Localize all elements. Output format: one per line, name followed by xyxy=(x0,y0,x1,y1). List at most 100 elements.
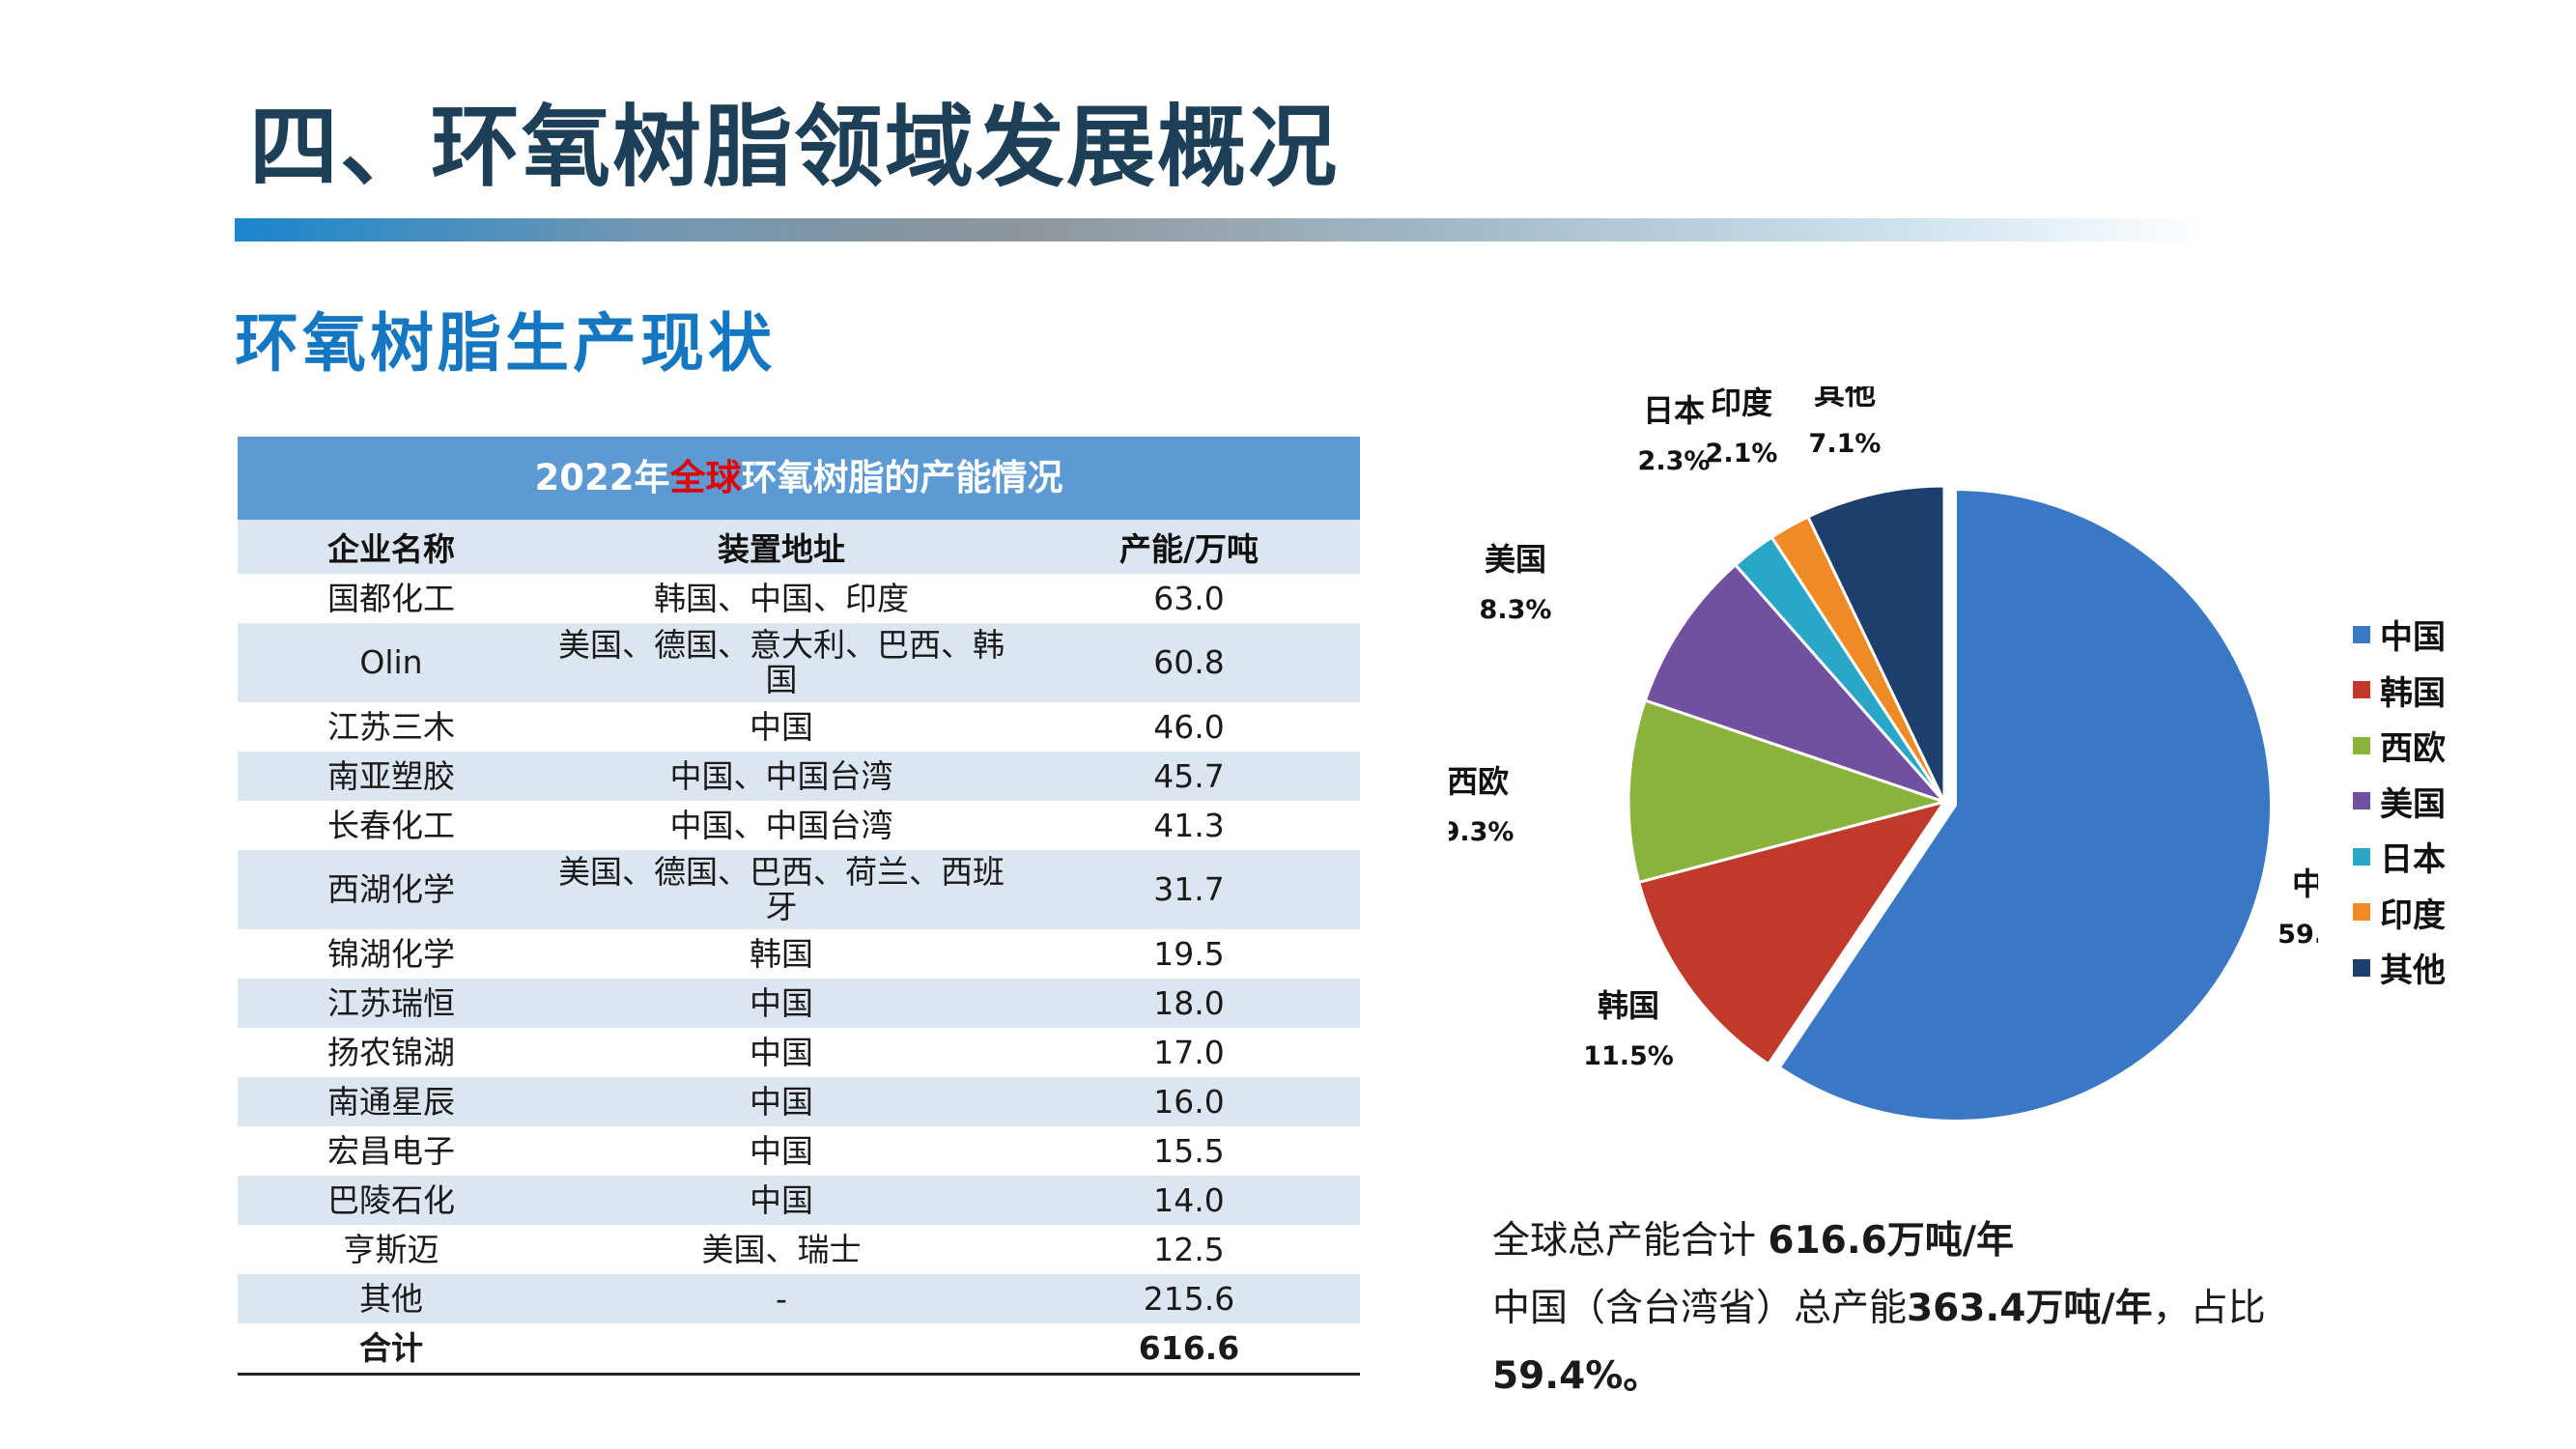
cell-company: 江苏瑞恒 xyxy=(238,979,545,1028)
legend-label: 中国 xyxy=(2380,618,2446,658)
cell-capacity: 19.5 xyxy=(1018,929,1360,979)
cell-location: 中国、中国台湾 xyxy=(545,752,1018,801)
capacity-table-grid: 企业名称 装置地址 产能/万吨 国都化工 韩国、中国、印度 63.0 Olin 美国、德… xyxy=(238,520,1360,1376)
cell-capacity: 31.7 xyxy=(1018,850,1360,929)
cell-location: 中国 xyxy=(545,1028,1018,1077)
cell-capacity: 215.6 xyxy=(1018,1274,1360,1323)
table-row: 扬农锦湖 中国 17.0 xyxy=(238,1028,1360,1077)
legend-swatch xyxy=(2353,681,2370,699)
table-row: 亨斯迈 美国、瑞士 12.5 xyxy=(238,1225,1360,1274)
slice-value-label: 7.1% xyxy=(1809,429,1882,459)
cell-location: 美国、德国、意大利、巴西、韩国 xyxy=(545,623,1018,702)
slice-category-label: 日本 xyxy=(1643,392,1705,429)
cell-capacity: 63.0 xyxy=(1018,574,1360,623)
legend-swatch xyxy=(2353,792,2370,810)
legend-item: 西欧 xyxy=(2353,718,2446,774)
cell-company: 江苏三木 xyxy=(238,702,545,752)
pie-slice-2 xyxy=(1636,799,1948,1066)
cell-capacity: 45.7 xyxy=(1018,752,1360,801)
cell-company: 其他 xyxy=(238,1274,545,1323)
total-label: 合计 xyxy=(238,1323,545,1376)
summary-china-label: 中国（含台湾省）总产能 xyxy=(1492,1287,1908,1330)
cell-location: 中国 xyxy=(545,1077,1018,1126)
slice-value-label: 2.1% xyxy=(1706,439,1778,469)
cell-company: 南通星辰 xyxy=(238,1077,545,1126)
legend-label: 韩国 xyxy=(2380,673,2446,713)
table-row: 锦湖化学 韩国 19.5 xyxy=(238,929,1360,979)
cell-company: 长春化工 xyxy=(238,801,545,850)
slice-category-label: 西欧 xyxy=(1449,763,1509,800)
legend-swatch xyxy=(2353,625,2370,643)
pie-slice-1 xyxy=(1777,487,2273,1122)
cell-location: 韩国 xyxy=(545,929,1018,979)
table-row: 长春化工 中国、中国台湾 41.3 xyxy=(238,801,1360,850)
summary-total-value: 616.6万吨/年 xyxy=(1768,1219,2015,1263)
table-row: 宏昌电子 中国 15.5 xyxy=(238,1126,1360,1176)
header-location: 装置地址 xyxy=(545,520,1018,574)
cell-location: 中国、中国台湾 xyxy=(545,801,1018,850)
chart-legend: 中国 韩国 西欧 美国 日本 印度 其他 xyxy=(2353,607,2446,996)
summary-line-2: 中国（含台湾省）总产能363.4万吨/年，占比 xyxy=(1492,1275,2266,1343)
cell-location: 美国、德国、巴西、荷兰、西班牙 xyxy=(545,850,1018,929)
summary-total-label: 全球总产能合计 xyxy=(1492,1219,1769,1263)
legend-item: 中国 xyxy=(2353,607,2446,663)
slice-category-label: 韩国 xyxy=(1598,987,1659,1024)
cell-location: 美国、瑞士 xyxy=(545,1225,1018,1274)
table-row: 江苏三木 中国 46.0 xyxy=(238,702,1360,752)
summary-line-1: 全球总产能合计 616.6万吨/年 xyxy=(1492,1208,2266,1275)
cell-company: 扬农锦湖 xyxy=(238,1028,545,1077)
table-row: 西湖化学 美国、德国、巴西、荷兰、西班牙 31.7 xyxy=(238,850,1360,929)
slice-value-label: 2.3% xyxy=(1638,446,1711,476)
title-underline-bar xyxy=(235,218,2205,242)
cell-location: - xyxy=(545,1274,1018,1323)
cell-location: 中国 xyxy=(545,702,1018,752)
total-capacity: 616.6 xyxy=(1018,1323,1360,1376)
caption-rest: 环氧树脂的产能情况 xyxy=(741,457,1063,498)
cell-location: 中国 xyxy=(545,1126,1018,1176)
summary-china-value: 363.4万吨/年 xyxy=(1907,1287,2153,1330)
table-header-row: 企业名称 装置地址 产能/万吨 xyxy=(238,520,1360,574)
summary-text: 全球总产能合计 616.6万吨/年 中国（含台湾省）总产能363.4万吨/年，占… xyxy=(1492,1208,2266,1410)
pie-slice-7 xyxy=(1805,484,1946,803)
cell-company: 南亚塑胶 xyxy=(238,752,545,801)
cell-capacity: 41.3 xyxy=(1018,801,1360,850)
legend-item: 其他 xyxy=(2353,940,2446,996)
total-location xyxy=(545,1323,1018,1376)
legend-item: 印度 xyxy=(2353,885,2446,941)
caption-year: 2022年 xyxy=(534,457,670,498)
table-row: 南亚塑胶 中国、中国台湾 45.7 xyxy=(238,752,1360,801)
legend-swatch xyxy=(2353,958,2370,977)
cell-location: 中国 xyxy=(545,1176,1018,1225)
legend-label: 印度 xyxy=(2380,895,2446,935)
table-row: Olin 美国、德国、意大利、巴西、韩国 60.8 xyxy=(238,623,1360,702)
slice-value-label: 8.3% xyxy=(1480,595,1552,625)
capacity-table: 2022年全球环氧树脂的产能情况 企业名称 装置地址 产能/万吨 国都化工 韩国、… xyxy=(238,437,1360,1376)
cell-company: 巴陵石化 xyxy=(238,1176,545,1225)
summary-share-value: 59.4%。 xyxy=(1492,1354,1661,1398)
cell-capacity: 14.0 xyxy=(1018,1176,1360,1225)
slice-value-label: 59.4% xyxy=(2278,920,2318,950)
slice-category-label: 中国 xyxy=(2292,866,2318,902)
cell-capacity: 17.0 xyxy=(1018,1028,1360,1077)
table-row: 国都化工 韩国、中国、印度 63.0 xyxy=(238,574,1360,623)
cell-company: 锦湖化学 xyxy=(238,929,545,979)
legend-label: 西欧 xyxy=(2380,729,2446,769)
header-company: 企业名称 xyxy=(238,520,545,574)
slice-category-label: 印度 xyxy=(1711,386,1772,421)
header-capacity: 产能/万吨 xyxy=(1018,520,1360,574)
summary-line-3: 59.4%。 xyxy=(1492,1343,2266,1410)
table-body: 国都化工 韩国、中国、印度 63.0 Olin 美国、德国、意大利、巴西、韩国 60.8 江… xyxy=(238,574,1360,1376)
cell-capacity: 60.8 xyxy=(1018,623,1360,702)
slice-value-label: 9.3% xyxy=(1449,817,1514,847)
legend-label: 美国 xyxy=(2380,784,2446,824)
slice-value-label: 11.5% xyxy=(1583,1041,1674,1071)
cell-location: 中国 xyxy=(545,979,1018,1028)
cell-company: 亨斯迈 xyxy=(238,1225,545,1274)
cell-capacity: 16.0 xyxy=(1018,1077,1360,1126)
section-title: 环氧树脂生产现状 xyxy=(235,306,776,381)
pie-slice-3 xyxy=(1627,698,1950,885)
legend-swatch xyxy=(2353,847,2370,866)
legend-item: 美国 xyxy=(2353,774,2446,830)
page-title: 四、环氧树脂领域发展概况 xyxy=(249,96,1340,199)
pie-slice-4 xyxy=(1643,562,1949,806)
